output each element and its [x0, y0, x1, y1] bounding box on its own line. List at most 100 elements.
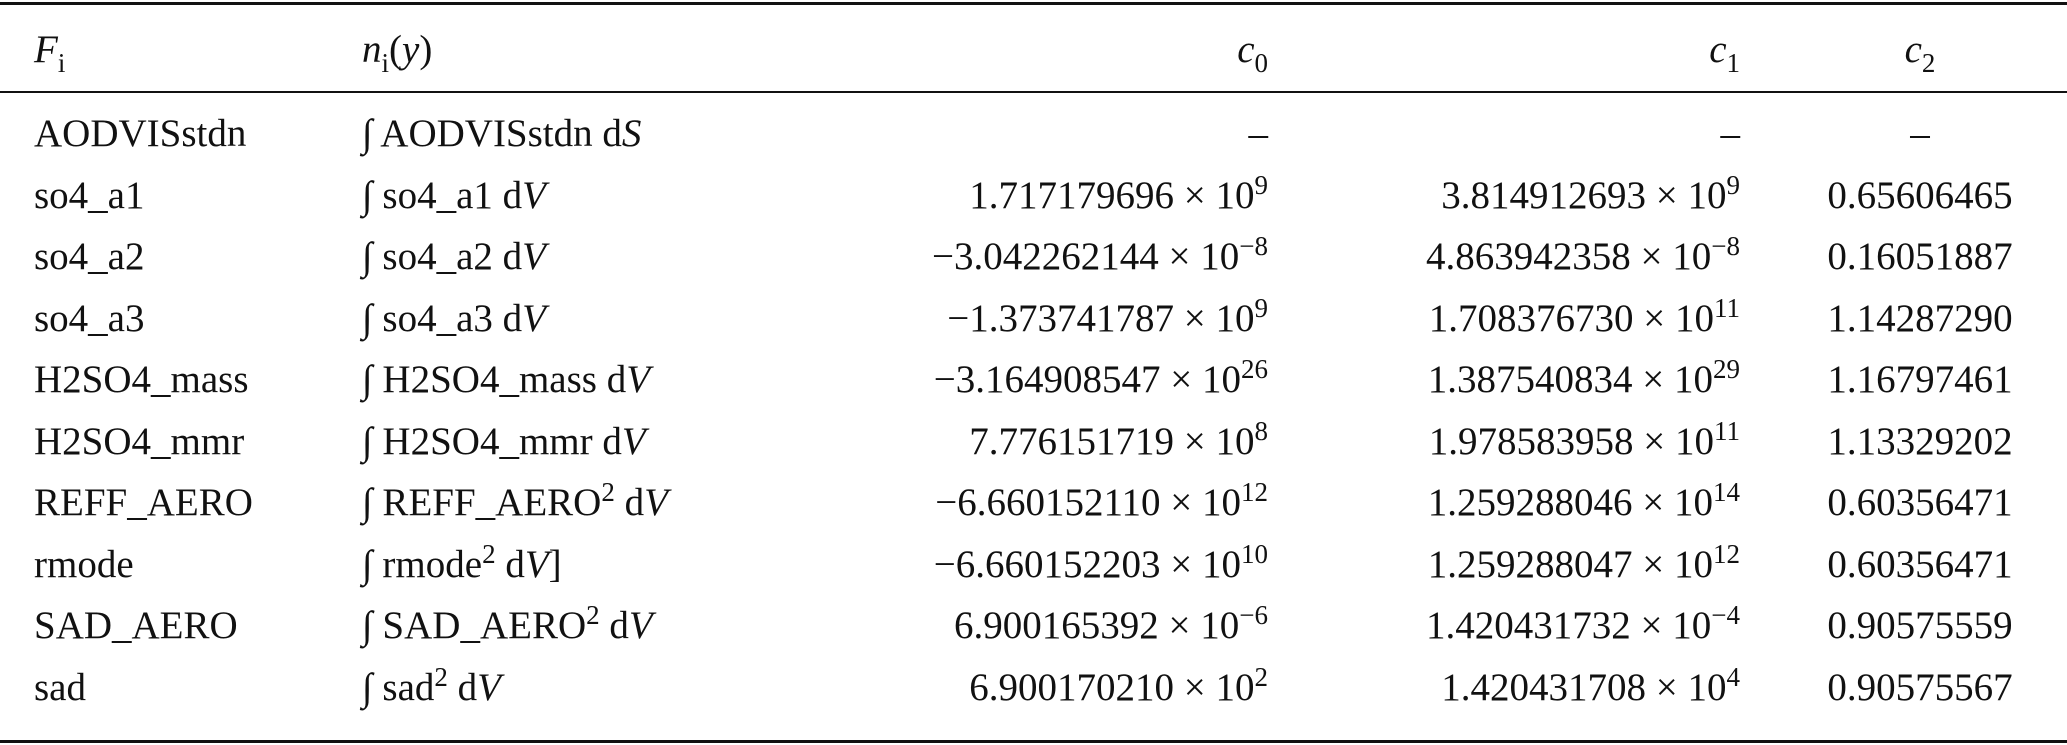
cell-text: 0.90575559: [1827, 604, 2013, 647]
cell-text: –: [1910, 112, 1930, 155]
cell-text: AODVISstdn: [34, 112, 247, 155]
cell-f: so4_a3: [34, 291, 354, 347]
cell-c1: 1.420431708 × 104: [1280, 660, 1740, 719]
header-rule: [0, 91, 2067, 93]
segment-italic: c: [1237, 28, 1255, 71]
table-row: AODVISstdn ∫ AODVISstdn dS – – –: [0, 106, 2067, 162]
segment-sub: 0: [1254, 48, 1269, 78]
segment-text: 1.420431732 × 10: [1426, 604, 1712, 647]
segment-text: d: [599, 604, 629, 647]
cell-c2: 0.65606465: [1780, 168, 2060, 224]
cell-f: AODVISstdn: [34, 106, 354, 162]
table-row: REFF_AERO ∫ REFF_AERO2 dV −6.660152110 × 1…: [0, 475, 2067, 531]
cell-n: ∫ so4_a3 dV: [362, 291, 822, 347]
segment-sup: −6: [1239, 600, 1268, 630]
segment-text: 1.259288046 × 10: [1427, 481, 1713, 524]
cell-c0: 7.776151719 × 108: [790, 414, 1268, 473]
segment-sub: 2: [1921, 48, 1936, 78]
segment-italic: V: [522, 173, 546, 217]
cell-text: –: [1248, 112, 1269, 155]
cell-n: ∫ so4_a1 dV: [362, 168, 822, 224]
segment-sup: 11: [1714, 292, 1740, 323]
cell-f: so4_a1: [34, 168, 354, 224]
segment-sub: 1: [1726, 48, 1741, 78]
segment-text: 1.420431708 × 10: [1441, 665, 1727, 709]
segment-sup: 29: [1713, 354, 1740, 384]
segment-sup: 2: [1254, 661, 1269, 692]
table-row: sad ∫ sad2 dV 6.900170210 × 102 1.420431708…: [0, 660, 2067, 716]
segment-italic: V: [522, 235, 546, 278]
cell-n: ∫ SAD_AERO2 dV: [362, 598, 822, 657]
cell-text: 1.13329202: [1827, 419, 2013, 463]
segment-text: 1.978583958 × 10: [1428, 419, 1714, 463]
cell-text: rmode: [34, 542, 134, 586]
cell-n: ∫ rmode2 dV]: [362, 537, 822, 596]
cell-c0: –: [790, 106, 1269, 162]
segment-sub: i: [381, 48, 390, 78]
cell-n: ∫ sad2 dV: [362, 660, 822, 719]
segment-text: (: [389, 28, 403, 71]
cell-text: 1.16797461: [1827, 358, 2013, 401]
cell-c0: 6.900165392 × 10−6: [790, 598, 1268, 657]
cell-c0: −6.660152110 × 1012: [790, 475, 1268, 534]
segment-text: −3.042262144 × 10: [932, 235, 1240, 278]
cell-text: so4_a3: [34, 296, 145, 340]
segment-text: ∫ rmode: [362, 542, 483, 586]
cell-text: 0.65606465: [1827, 173, 2013, 217]
cell-n: ∫ REFF_AERO2 dV: [362, 475, 822, 534]
table-row: H2SO4_mass ∫ H2SO4_mass dV −3.164908547 × …: [0, 352, 2067, 408]
cell-text: H2SO4_mass: [34, 358, 249, 401]
segment-sup: 4: [1726, 661, 1741, 692]
segment-text: ∫ so4_a3 d: [362, 296, 523, 340]
cell-text: –: [1720, 112, 1741, 155]
segment-italic: V: [628, 604, 653, 647]
cell-text: 0.16051887: [1827, 235, 2013, 278]
cell-f: sad: [34, 660, 354, 716]
cell-c1: 1.978583958 × 1011: [1280, 414, 1740, 473]
header-row: Fi ni(y) c0 c1 c2: [0, 22, 2067, 78]
cell-text: 0.60356471: [1827, 481, 2013, 524]
segment-sup: 14: [1713, 477, 1740, 507]
segment-italic: V: [621, 419, 646, 463]
segment-text: 6.900165392 × 10: [954, 604, 1240, 647]
segment-sup: −8: [1711, 231, 1740, 261]
cell-c0: −1.373741787 × 109: [790, 291, 1268, 350]
cell-text: 0.90575567: [1827, 665, 2013, 709]
cell-text: so4_a2: [34, 235, 145, 278]
cell-f: REFF_AERO: [34, 475, 354, 531]
segment-text: ∫ REFF_AERO: [362, 481, 602, 524]
segment-text: ]: [548, 542, 562, 586]
cell-c1: 1.259288047 × 1012: [1280, 537, 1740, 596]
segment-text: 3.814912693 × 10: [1441, 173, 1727, 217]
segment-text: ∫ SAD_AERO: [362, 604, 587, 647]
segment-sup: 2: [586, 600, 600, 630]
cell-c2: 0.16051887: [1780, 229, 2060, 285]
segment-text: 7.776151719 × 10: [969, 419, 1255, 463]
segment-sup: 9: [1254, 292, 1269, 323]
segment-text: ∫ AODVISstdn d: [362, 112, 622, 155]
cell-n: ∫ AODVISstdn dS: [362, 106, 822, 162]
segment-text: −6.660152110 × 10: [935, 481, 1241, 524]
segment-text: ∫ so4_a2 d: [362, 235, 523, 278]
cell-n: ∫ H2SO4_mmr dV: [362, 414, 822, 470]
segment-text: d: [447, 665, 478, 709]
segment-italic: S: [621, 112, 642, 155]
cell-f: Fi: [34, 22, 354, 81]
table-row: so4_a2 ∫ so4_a2 dV −3.042262144 × 10 −8 4.86…: [0, 229, 2067, 285]
segment-italic: V: [626, 358, 651, 401]
segment-sup: 12: [1713, 538, 1740, 569]
segment-text: 1.717179696 × 10: [969, 173, 1255, 217]
segment-text: 6.900170210 × 10: [969, 665, 1255, 709]
cell-c1: 4.863942358 × 10−8: [1280, 229, 1740, 288]
segment-italic: c: [1709, 28, 1727, 71]
top-rule: [0, 2, 2067, 5]
cell-f: SAD_AERO: [34, 598, 354, 654]
segment-text: ∫ sad: [362, 665, 435, 709]
cell-text: SAD_AERO: [34, 604, 238, 647]
table-row: rmode ∫ rmode2 dV] −6.660152203 × 1010 1.25…: [0, 537, 2067, 593]
cell-c2: c2: [1780, 22, 2060, 81]
cell-c1: 1.387540834 × 1029: [1280, 352, 1740, 411]
segment-text: −6.660152203 × 10: [933, 542, 1241, 586]
table-row: so4_a1 ∫ so4_a1 dV 1.717179696 × 109 3.8149…: [0, 168, 2067, 224]
